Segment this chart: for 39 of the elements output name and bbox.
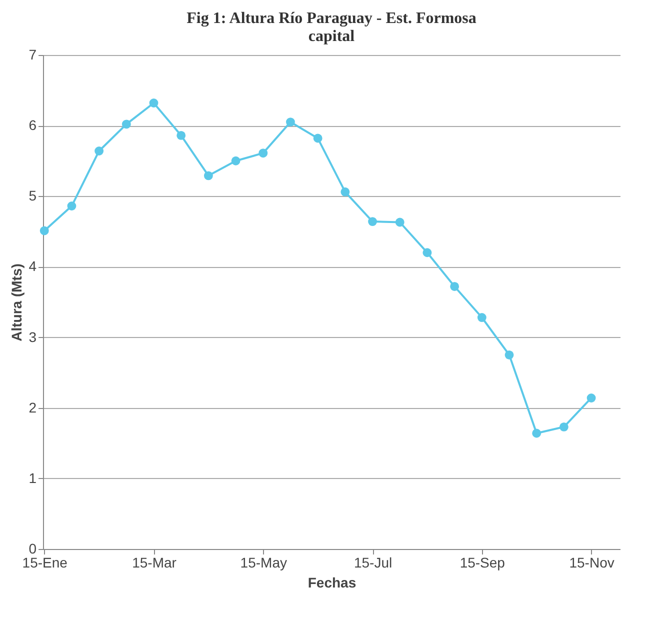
x-tick-label: 15-Jul xyxy=(354,554,392,570)
point xyxy=(368,217,377,226)
y-axis-title: Altura (Mts) xyxy=(8,264,25,342)
point xyxy=(122,120,131,129)
y-tick-label: 6 xyxy=(28,117,37,134)
point xyxy=(67,202,76,210)
point xyxy=(422,248,432,258)
point xyxy=(313,134,322,143)
point xyxy=(258,148,268,158)
point xyxy=(504,350,514,360)
x-tick-label: 15-May xyxy=(240,554,287,570)
x-axis-title: Fechas xyxy=(308,574,356,590)
x-tick-label: 15-Ene xyxy=(22,554,68,570)
point xyxy=(532,428,542,438)
point xyxy=(94,146,104,156)
y-tick-label: 3 xyxy=(28,328,37,345)
point xyxy=(450,282,460,291)
point xyxy=(40,226,49,236)
text: capital xyxy=(308,28,355,45)
y-tick-label: 2 xyxy=(28,399,37,416)
point xyxy=(559,422,568,432)
y-tick-label: 0 xyxy=(28,540,37,556)
point xyxy=(149,98,158,108)
x-tick-label: 15-Sep xyxy=(460,554,506,570)
x-tick-label: 15-Mar xyxy=(132,554,177,570)
point xyxy=(286,118,295,127)
point xyxy=(231,156,240,166)
point xyxy=(477,313,486,322)
y-tick-label: 5 xyxy=(28,188,37,204)
point xyxy=(204,171,213,180)
point xyxy=(340,187,350,196)
point xyxy=(395,218,404,227)
y-tick-label: 7 xyxy=(28,46,37,62)
x-tick-label: 15-Nov xyxy=(569,554,614,570)
point xyxy=(586,394,596,402)
y-tick-label: 1 xyxy=(28,470,37,486)
point xyxy=(176,130,186,140)
y-tick-label: 4 xyxy=(28,258,37,274)
text: Fig 1: Altura Río Paraguay - Est. Formosa xyxy=(186,10,476,27)
